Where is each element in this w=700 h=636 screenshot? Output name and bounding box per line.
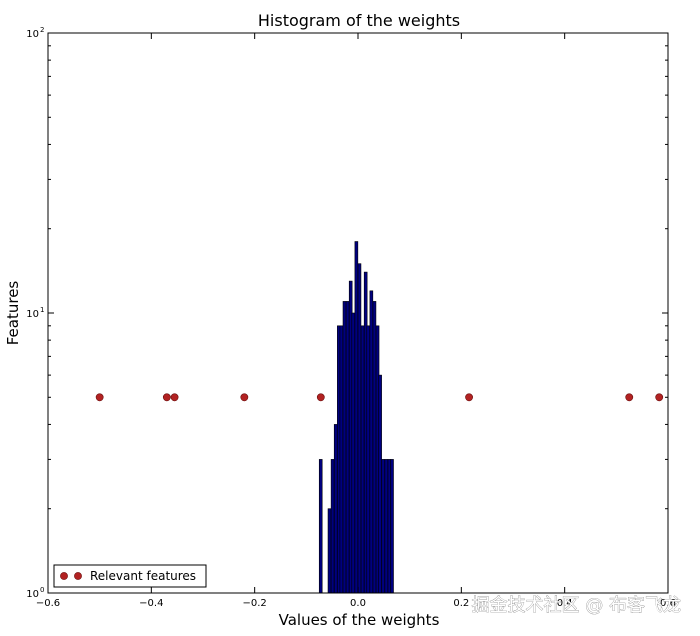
- histogram-bar: [369, 290, 374, 594]
- histogram-bar: [381, 459, 386, 594]
- relevant-feature-points: [95, 393, 664, 402]
- legend-entry-label: Relevant features: [90, 569, 196, 583]
- histogram-bar: [366, 325, 371, 594]
- x-tick-label: 0.4: [557, 598, 573, 609]
- y-tick-label: 10: [26, 29, 39, 40]
- x-tick-label: −0.4: [139, 598, 163, 609]
- y-tick-label-exponent: 0: [40, 586, 44, 594]
- histogram-bar: [330, 459, 335, 594]
- y-tick-label-exponent: 1: [40, 306, 44, 314]
- x-tick-label: −0.2: [243, 598, 267, 609]
- legend-marker: [74, 572, 82, 580]
- x-tick-label: 0.0: [350, 598, 366, 609]
- histogram-bar: [351, 312, 356, 594]
- histogram-bar: [360, 325, 365, 594]
- x-tick-label: 0.2: [453, 598, 469, 609]
- relevant-feature-point: [95, 393, 104, 402]
- relevant-feature-point: [240, 393, 249, 402]
- legend: Relevant features: [53, 564, 207, 588]
- histogram-bar: [372, 301, 377, 594]
- legend-marker: [60, 572, 68, 580]
- relevant-feature-point: [655, 393, 664, 402]
- histogram-bar: [378, 374, 382, 594]
- relevant-feature-point: [162, 393, 171, 402]
- y-tick-label-exponent: 2: [40, 26, 44, 34]
- relevant-feature-point: [316, 393, 325, 402]
- legend-box: [53, 564, 207, 588]
- histogram-bar: [339, 325, 344, 594]
- histogram-bar: [318, 459, 323, 594]
- relevant-feature-point: [465, 393, 473, 402]
- y-tick-label: 10: [26, 589, 39, 600]
- histogram-bars: [318, 241, 394, 594]
- x-axis-label: Values of the weights: [279, 611, 440, 629]
- histogram-bar: [333, 424, 338, 594]
- histogram-bar: [354, 241, 359, 594]
- histogram-bar: [384, 459, 389, 594]
- y-tick-label: 10: [26, 309, 39, 320]
- chart-title: Histogram of the weights: [258, 11, 460, 30]
- histogram-bar: [327, 508, 332, 594]
- y-axis-label: Features: [4, 281, 22, 346]
- histogram-bar: [342, 301, 347, 594]
- relevant-feature-point: [170, 393, 179, 402]
- watermark-text: 掘金技术社区 @ 布客飞龙: [472, 595, 681, 616]
- relevant-feature-point: [625, 393, 634, 402]
- histogram-bar: [345, 301, 350, 594]
- x-tick-label: 0.6: [660, 598, 676, 609]
- histogram-bar: [357, 263, 362, 594]
- histogram-bar: [390, 459, 394, 594]
- x-tick-label: −0.6: [36, 598, 60, 609]
